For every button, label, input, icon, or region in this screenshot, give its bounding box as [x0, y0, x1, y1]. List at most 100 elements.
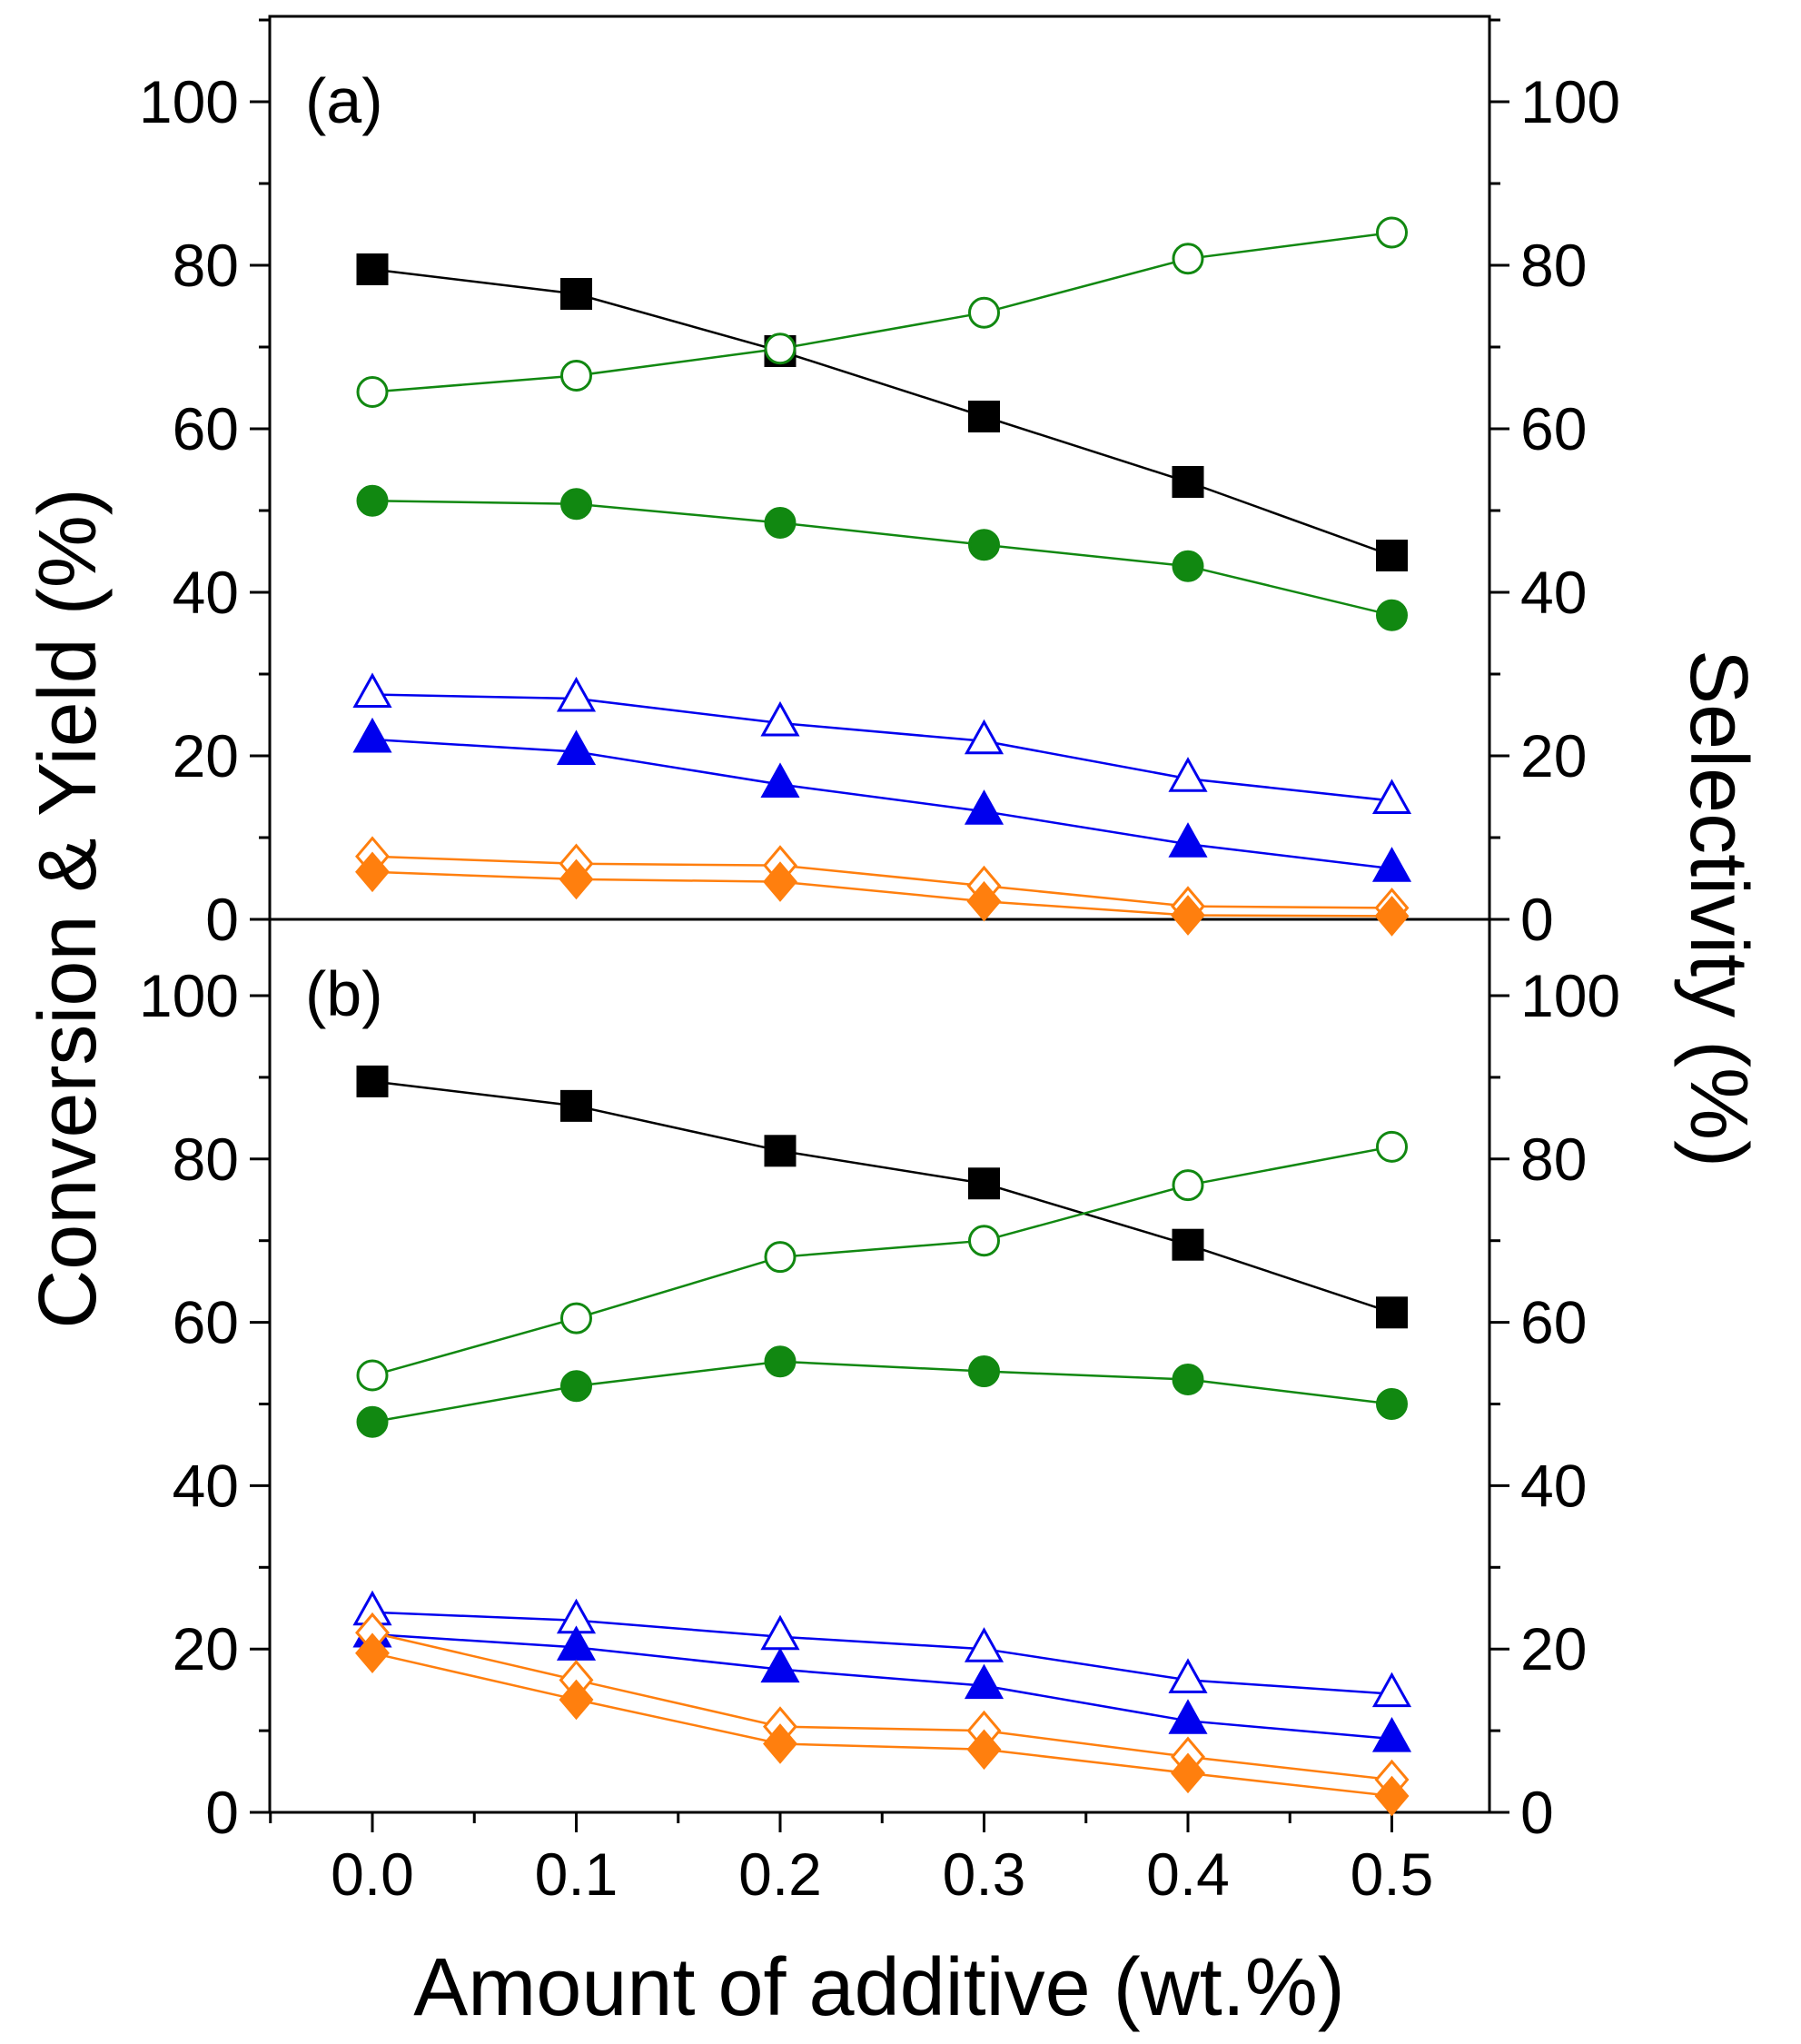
x-axis-title: Amount of additive (wt.%)	[413, 1942, 1344, 2033]
marker-square	[356, 1065, 389, 1097]
marker-triangle	[964, 789, 1004, 825]
marker-circle	[1172, 1364, 1204, 1396]
marker-triangle	[760, 1647, 800, 1683]
marker-circle	[356, 1359, 389, 1392]
marker-circle	[356, 376, 389, 408]
y2-tick-label: 0	[1520, 1779, 1554, 1846]
y2-tick-label: 60	[1520, 1289, 1587, 1356]
marker-square	[1172, 466, 1204, 498]
series-line-orange-filled-diamond	[371, 1652, 1392, 1798]
marker-triangle	[352, 672, 392, 708]
marker-circle	[764, 1241, 797, 1274]
marker-square	[968, 401, 1000, 432]
y2-tick-label: 80	[1520, 1126, 1587, 1193]
marker-triangle	[556, 729, 597, 765]
x-tick-label: 0.1	[535, 1841, 618, 1908]
marker-circle	[1376, 1388, 1408, 1420]
marker-diamond	[355, 1632, 390, 1674]
y-tick-label: 100	[139, 962, 239, 1029]
marker-diamond	[763, 1723, 797, 1764]
y-tick-label: 20	[173, 1615, 239, 1682]
y2-tick-label: 40	[1520, 1452, 1587, 1519]
series-line-blue-open-triangle	[371, 1611, 1392, 1695]
series-line-green-open-circle	[371, 1146, 1392, 1377]
marker-triangle	[964, 1663, 1004, 1700]
series-line-orange-open-diamond	[371, 855, 1392, 909]
marker-circle	[968, 1225, 1000, 1257]
series-line-green-open-circle	[371, 231, 1392, 393]
y2-tick-label: 40	[1520, 559, 1587, 626]
x-tick-label: 0.4	[1146, 1841, 1230, 1908]
marker-circle	[1172, 550, 1204, 582]
y-tick-label: 100	[139, 68, 239, 135]
marker-circle	[1376, 1130, 1408, 1163]
y-tick-label: 80	[173, 1126, 239, 1193]
marker-square	[356, 253, 389, 285]
series-lines-layer	[371, 231, 1392, 1798]
marker-triangle	[760, 700, 800, 737]
marker-diamond	[966, 880, 1002, 922]
marker-triangle	[1371, 847, 1412, 882]
y-tick-label: 20	[173, 722, 239, 789]
marker-circle	[356, 1405, 389, 1438]
marker-diamond	[966, 1729, 1002, 1771]
text-layer: Amount of additive (wt.%) Conversion & Y…	[23, 65, 1764, 2033]
series-line-blue-filled-triangle	[371, 738, 1392, 870]
y2-tick-label: 20	[1520, 722, 1587, 789]
panel-label: (b)	[305, 958, 383, 1029]
marker-square	[560, 278, 592, 310]
y-axis-title: Conversion & Yield (%)	[23, 488, 114, 1328]
y-tick-label: 0	[205, 1779, 239, 1846]
marker-circle	[968, 529, 1000, 561]
x-tick-label: 0.3	[943, 1841, 1026, 1908]
marker-circle	[1376, 599, 1408, 631]
marker-diamond	[355, 851, 390, 893]
y2-axis-title: Selectivity (%)	[1673, 650, 1764, 1167]
marker-triangle	[1371, 1672, 1412, 1708]
marker-diamond	[1171, 1752, 1205, 1794]
marker-circle	[968, 1355, 1000, 1388]
marker-diamond	[1374, 1775, 1410, 1817]
marker-triangle	[1168, 1658, 1208, 1693]
marker-square	[560, 1089, 592, 1122]
marker-circle	[1172, 1169, 1204, 1202]
marker-triangle	[556, 676, 597, 712]
series-line-blue-open-triangle	[371, 693, 1392, 802]
series-line-orange-filled-diamond	[371, 870, 1392, 918]
series-line-green-filled-circle	[371, 1360, 1392, 1424]
y2-tick-label: 60	[1520, 395, 1587, 462]
marker-triangle	[1168, 822, 1208, 858]
y-tick-label: 40	[173, 559, 239, 626]
marker-circle	[560, 1370, 592, 1403]
y2-tick-label: 0	[1520, 886, 1554, 953]
y-tick-label: 40	[173, 1452, 239, 1519]
y-tick-label: 60	[173, 1289, 239, 1356]
y-tick-label: 80	[173, 232, 239, 299]
y2-tick-label: 100	[1520, 68, 1620, 135]
marker-circle	[356, 484, 389, 517]
marker-circle	[968, 296, 1000, 329]
marker-circle	[1172, 243, 1204, 275]
plot-frame-2	[268, 918, 1491, 1814]
marker-triangle	[964, 1627, 1004, 1662]
marker-triangle	[760, 762, 800, 798]
marker-triangle	[964, 719, 1004, 755]
marker-triangle	[1168, 1699, 1208, 1734]
marker-triangle	[760, 1614, 800, 1651]
y2-tick-label: 20	[1520, 1615, 1587, 1682]
marker-square	[1172, 1228, 1204, 1261]
plot-frame-1	[268, 15, 1491, 921]
series-line-blue-filled-triangle	[371, 1632, 1392, 1741]
marker-triangle	[1371, 779, 1412, 814]
series-line-green-filled-circle	[371, 499, 1392, 617]
y2-tick-label: 100	[1520, 962, 1620, 1029]
y-tick-label: 0	[205, 886, 239, 953]
y-tick-label: 60	[173, 395, 239, 462]
marker-diamond	[1374, 896, 1410, 937]
marker-circle	[560, 488, 592, 521]
marker-square	[1376, 1296, 1408, 1329]
marker-diamond	[559, 1679, 594, 1721]
x-tick-label: 0.0	[331, 1841, 414, 1908]
marker-square	[968, 1167, 1000, 1200]
